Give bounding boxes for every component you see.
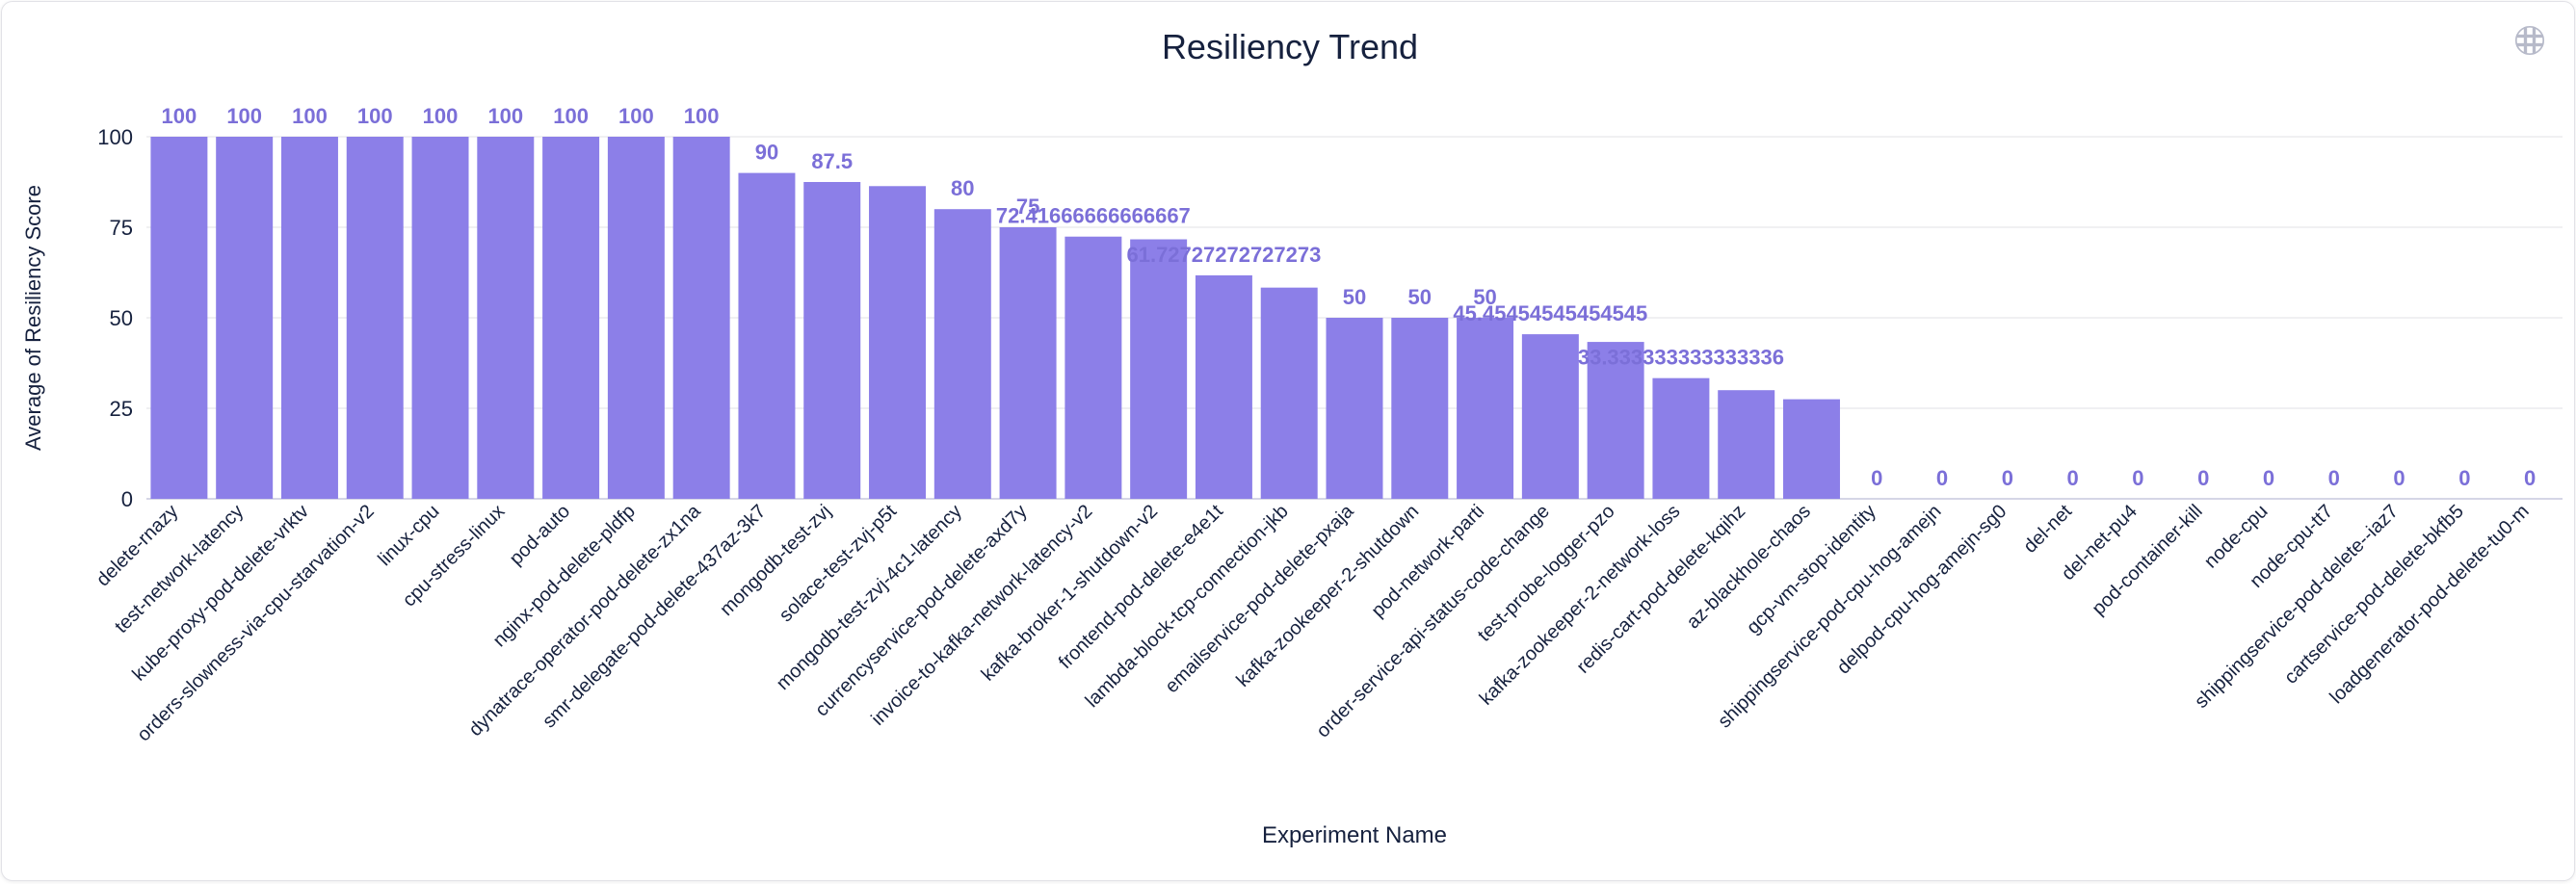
svg-text:gcp-vm-stop-identity: gcp-vm-stop-identity <box>1743 501 1880 638</box>
svg-text:orders-slowness-via-cpu-starva: orders-slowness-via-cpu-starvation-v2 <box>133 501 378 745</box>
svg-text:100: 100 <box>162 104 197 128</box>
svg-text:33.333333333333336: 33.333333333333336 <box>1578 346 1784 370</box>
svg-text:100: 100 <box>684 104 720 128</box>
svg-text:pod-auto: pod-auto <box>506 501 574 569</box>
svg-text:100: 100 <box>357 104 393 128</box>
svg-text:0: 0 <box>2066 466 2078 490</box>
svg-text:dynatrace-operator-pod-delete-: dynatrace-operator-pod-delete-zx1na <box>465 500 706 741</box>
svg-text:0: 0 <box>2524 466 2536 490</box>
svg-text:61.72727272727273: 61.72727272727273 <box>1126 243 1321 267</box>
svg-text:0: 0 <box>2197 466 2209 490</box>
svg-text:87.5: 87.5 <box>811 149 853 173</box>
svg-text:100: 100 <box>423 104 459 128</box>
svg-text:order-service-api-status-code-: order-service-api-status-code-change <box>1312 501 1554 742</box>
svg-text:100: 100 <box>226 104 262 128</box>
svg-text:0: 0 <box>121 487 133 511</box>
svg-text:50: 50 <box>110 306 133 330</box>
svg-text:50: 50 <box>1408 285 1432 309</box>
svg-text:25: 25 <box>110 397 133 421</box>
svg-text:0: 0 <box>2132 466 2143 490</box>
svg-text:90: 90 <box>755 141 778 165</box>
svg-text:100: 100 <box>487 104 523 128</box>
svg-text:pod-network-parti: pod-network-parti <box>1368 501 1489 622</box>
svg-text:mongodb-test-zvj: mongodb-test-zvj <box>716 501 835 620</box>
svg-text:Experiment Name: Experiment Name <box>1262 822 1447 848</box>
svg-text:100: 100 <box>97 125 133 149</box>
svg-text:0: 0 <box>2328 466 2340 490</box>
svg-text:solace-test-zvj-p5t: solace-test-zvj-p5t <box>775 501 902 627</box>
svg-text:Average of Resiliency Score: Average of Resiliency Score <box>21 185 45 451</box>
svg-text:test-network-latency: test-network-latency <box>111 501 248 637</box>
svg-text:linux-cpu: linux-cpu <box>374 501 443 570</box>
svg-text:100: 100 <box>292 104 328 128</box>
svg-text:50: 50 <box>1343 285 1366 309</box>
svg-text:0: 0 <box>2393 466 2405 490</box>
svg-text:pod-container-kill: pod-container-kill <box>2088 501 2206 619</box>
svg-text:0: 0 <box>1871 466 1882 490</box>
svg-text:0: 0 <box>2002 466 2013 490</box>
svg-text:del-net: del-net <box>2019 501 2076 558</box>
svg-text:75: 75 <box>110 216 133 240</box>
svg-text:100: 100 <box>553 104 589 128</box>
svg-text:az-blackhole-chaos: az-blackhole-chaos <box>1683 501 1815 633</box>
svg-text:0: 0 <box>1936 466 1948 490</box>
svg-text:0: 0 <box>2458 466 2470 490</box>
svg-text:45.45454545454545: 45.45454545454545 <box>1453 301 1647 325</box>
svg-text:0: 0 <box>2263 466 2274 490</box>
svg-text:80: 80 <box>951 176 974 200</box>
svg-text:72.41666666666667: 72.41666666666667 <box>996 204 1191 228</box>
svg-text:100: 100 <box>618 104 654 128</box>
